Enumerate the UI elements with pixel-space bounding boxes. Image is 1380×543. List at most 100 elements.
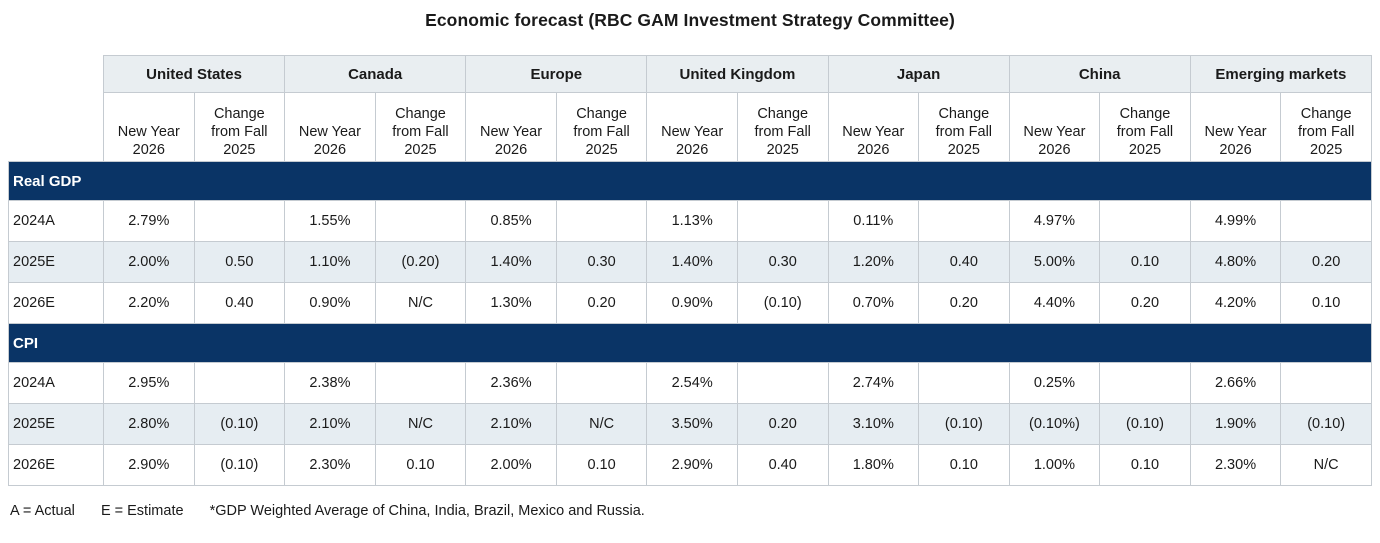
group-header-canada: Canada [284, 55, 467, 93]
value-cell: 0.40 [193, 282, 286, 324]
table-head: United States Canada Europe United Kingdom J… [8, 55, 1373, 162]
value-cell: 2.90% [103, 444, 195, 486]
value-cell: 0.20 [918, 282, 1010, 324]
value-cell: 2.00% [103, 241, 195, 283]
value-cell: 1.40% [465, 241, 557, 283]
row-label: 2024A [8, 200, 104, 242]
forecast-table: United States Canada Europe United Kingdom J… [8, 55, 1373, 486]
section-row: Real GDP [8, 161, 1372, 201]
page-title: Economic forecast (RBC GAM Investment St… [425, 10, 955, 30]
value-cell [193, 200, 286, 242]
footnote: A = Actual E = Estimate *GDP Weighted Av… [10, 503, 645, 519]
table-row: 2024A 2.79% 1.55% 0.85% 1.13% 0.11% 4.97% 4.99% [8, 200, 1372, 242]
subheader-change: Change from Fall 2025 [193, 92, 286, 162]
value-cell [193, 362, 286, 404]
value-cell: 1.00% [1008, 444, 1101, 486]
table-row: 2025E 2.00% 0.50 1.10% (0.20) 1.40% 0.30 1.40% 0… [8, 241, 1372, 283]
subheader-change: Change from Fall 2025 [736, 92, 829, 162]
value-cell: 4.80% [1189, 241, 1282, 283]
row-label: 2026E [8, 282, 104, 324]
value-cell: 2.36% [465, 362, 557, 404]
value-cell [736, 200, 829, 242]
value-cell: 0.20 [1099, 282, 1191, 324]
value-cell: 2.66% [1189, 362, 1282, 404]
group-header-china: China [1008, 55, 1191, 93]
value-cell: 0.10 [374, 444, 467, 486]
value-cell: (0.10%) [1008, 403, 1101, 445]
value-cell: 0.70% [827, 282, 920, 324]
subheader-change: Change from Fall 2025 [918, 92, 1010, 162]
row-label: 2026E [8, 444, 104, 486]
subheader-new-year: New Year 2026 [646, 92, 738, 162]
value-cell: 1.90% [1189, 403, 1282, 445]
value-cell: 1.13% [646, 200, 738, 242]
value-cell: N/C [555, 403, 648, 445]
group-header-row: United States Canada Europe United Kingdom J… [8, 55, 1373, 162]
group-header-emerging-markets: Emerging markets [1189, 55, 1373, 93]
value-cell: 1.10% [284, 241, 376, 283]
group-header-europe: Europe [465, 55, 648, 93]
value-cell [374, 362, 467, 404]
value-cell: 0.85% [465, 200, 557, 242]
table-row: 2025E 2.80% (0.10) 2.10% N/C 2.10% N/C 3.50% 0.2… [8, 403, 1372, 445]
value-cell: (0.10) [193, 403, 286, 445]
value-cell: 4.99% [1189, 200, 1282, 242]
corner-blank-cell [8, 55, 104, 162]
value-cell: 0.25% [1008, 362, 1101, 404]
value-cell: 3.50% [646, 403, 738, 445]
value-cell: 4.20% [1189, 282, 1282, 324]
value-cell: (0.10) [736, 282, 829, 324]
group-header-united-states: United States [102, 55, 286, 93]
value-cell: 2.30% [1189, 444, 1282, 486]
subheader-change: Change from Fall 2025 [374, 92, 467, 162]
subheader-new-year: New Year 2026 [827, 92, 920, 162]
value-cell: 1.55% [284, 200, 376, 242]
group-header-japan: Japan [827, 55, 1010, 93]
value-cell: 1.40% [646, 241, 738, 283]
value-cell: 0.10 [918, 444, 1010, 486]
value-cell: 2.30% [284, 444, 376, 486]
value-cell: (0.10) [193, 444, 286, 486]
footnote-actual: A = Actual [10, 503, 75, 519]
table-row: 2026E 2.20% 0.40 0.90% N/C 1.30% 0.20 0.90% (0.1… [8, 282, 1372, 324]
row-label: 2025E [8, 241, 104, 283]
value-cell: (0.10) [1099, 403, 1191, 445]
subheader-change: Change from Fall 2025 [555, 92, 648, 162]
value-cell [374, 200, 467, 242]
subheader-row: New Year 2026 Change from Fall 2025 New Ye… [9, 92, 1372, 162]
section-row: CPI [8, 323, 1372, 363]
value-cell: 2.80% [103, 403, 195, 445]
group-header-united-kingdom: United Kingdom [646, 55, 829, 93]
value-cell: 0.40 [736, 444, 829, 486]
value-cell: 5.00% [1008, 241, 1101, 283]
value-cell: 0.10 [555, 444, 648, 486]
value-cell: 0.10 [1280, 282, 1372, 324]
value-cell: 0.30 [555, 241, 648, 283]
table-container: United States Canada Europe United Kingdom J… [8, 55, 1373, 486]
value-cell: (0.10) [918, 403, 1010, 445]
value-cell: 0.40 [918, 241, 1010, 283]
value-cell [918, 200, 1010, 242]
value-cell: 0.11% [827, 200, 920, 242]
value-cell [736, 362, 829, 404]
value-cell: 0.90% [646, 282, 738, 324]
subheader-new-year: New Year 2026 [465, 92, 557, 162]
footnote-gdp-weighted: *GDP Weighted Average of China, India, B… [209, 503, 645, 519]
value-cell [1099, 200, 1191, 242]
value-cell: 2.10% [465, 403, 557, 445]
subheader-change: Change from Fall 2025 [1280, 92, 1372, 162]
value-cell: 1.20% [827, 241, 920, 283]
value-cell: 0.30 [736, 241, 829, 283]
value-cell: 2.00% [465, 444, 557, 486]
value-cell: 2.79% [103, 200, 195, 242]
value-cell [1280, 362, 1372, 404]
table-body: Real GDP 2024A 2.79% 1.55% 0.85% 1.13% 0.11% 4.… [8, 161, 1372, 486]
section-header-real-gdp: Real GDP [8, 161, 1372, 201]
value-cell: 0.20 [555, 282, 648, 324]
value-cell: 0.20 [736, 403, 829, 445]
value-cell: 0.90% [284, 282, 376, 324]
table-row: 2026E 2.90% (0.10) 2.30% 0.10 2.00% 0.10 2.90% 0… [8, 444, 1372, 486]
value-cell: 2.90% [646, 444, 738, 486]
value-cell: 2.38% [284, 362, 376, 404]
section-header-cpi: CPI [8, 323, 1372, 363]
